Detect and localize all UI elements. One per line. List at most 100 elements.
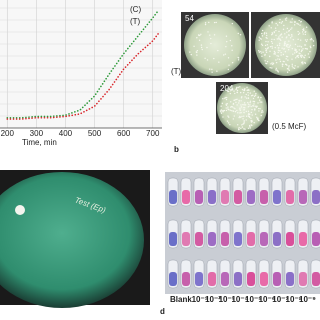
colony [215,21,217,24]
colony [221,102,224,105]
colony [278,30,280,33]
colony [229,92,232,95]
colony [196,51,198,54]
colony [291,18,293,20]
colony [294,48,296,50]
colony [211,68,213,71]
tube-liquid [195,232,203,246]
colony [228,109,230,111]
colony [280,39,282,42]
colony [285,58,287,60]
colony [218,61,220,63]
colony [273,50,276,53]
colony [271,47,274,49]
tube-liquid [247,232,255,246]
colony [261,44,264,47]
colony [198,39,201,42]
colony [299,45,301,47]
tube-liquid [221,272,229,286]
tube-liquid [221,190,229,204]
colony [263,32,266,34]
colony [279,60,282,63]
colony [240,100,242,102]
colony [289,37,292,39]
colony [260,96,262,99]
colony [231,109,233,112]
tube-liquid [312,232,320,246]
colony [260,50,262,53]
colony [229,39,232,42]
colony [220,112,223,115]
x-tick-label: 300 [30,129,44,138]
colony [224,53,227,55]
colony [304,54,306,56]
colony [252,97,255,100]
colony [279,18,281,21]
colony [234,107,236,110]
colony [271,38,273,40]
colony [227,122,230,124]
colony [280,54,282,56]
colony [277,47,280,49]
colony [282,63,284,66]
colony [266,60,269,63]
colony [243,115,245,117]
colony [242,118,244,120]
colony [253,121,255,124]
petri-dish [217,83,267,133]
colony [231,49,233,52]
colony [300,55,302,58]
colony [243,120,245,122]
colony [243,102,246,104]
colony [257,117,259,119]
colony [235,101,237,104]
colony [225,104,228,106]
colony [236,98,238,100]
colony [274,27,277,29]
colony [254,108,256,111]
colony [276,44,279,47]
colony [286,27,289,30]
colony [289,21,292,23]
colony [232,110,235,112]
colony [256,116,258,118]
colony [233,115,235,117]
colony [237,112,239,114]
colony [267,47,269,50]
colony [311,39,313,41]
colony [297,66,299,68]
colony [309,38,312,41]
colony [229,109,232,111]
colony [228,116,230,118]
colony [220,109,222,111]
colony [257,96,259,99]
colony [280,33,283,35]
colony [236,89,239,92]
colony [233,99,236,101]
colony [291,35,293,37]
colony [258,99,261,101]
colony [225,109,228,112]
colony [225,35,228,37]
colony [243,128,245,130]
tube-liquid [247,272,255,286]
colony [264,54,266,56]
colony [213,21,216,24]
colony [304,39,307,41]
tube-label: 10⁻⁹ [299,295,316,304]
petri-dish [184,14,246,76]
plot [0,0,162,128]
tube-liquid [273,232,281,246]
colony [268,25,270,27]
colony [244,96,246,98]
agar-plate [0,172,144,308]
colony [239,109,241,112]
colony [243,89,245,91]
colony [271,21,273,23]
colony [236,91,238,94]
tube-liquid [273,272,281,286]
colony [222,97,224,100]
colony [286,45,288,48]
colony [291,63,293,66]
colony [208,68,211,70]
